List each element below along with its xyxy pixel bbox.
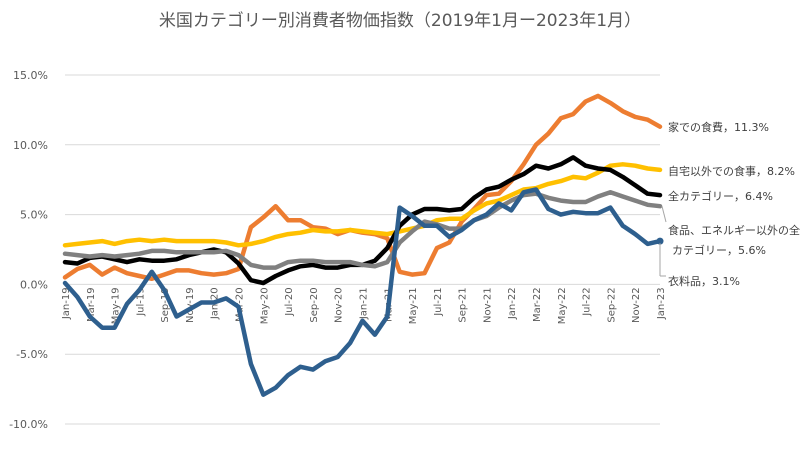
series-line <box>62 187 663 397</box>
series-end-label: 家での食費，11.3% <box>668 120 769 134</box>
y-tick-label: 5.0% <box>20 209 48 222</box>
leader-line <box>661 206 667 223</box>
x-tick-label: Jan-22 <box>507 287 518 320</box>
series-end-label: カテゴリー，5.6% <box>672 243 766 257</box>
x-tick-label: Nov-19 <box>185 287 196 323</box>
x-tick-label: Nov-20 <box>334 287 345 323</box>
x-tick-label: Sep-22 <box>606 287 617 322</box>
x-tick-label: Mar-19 <box>86 287 97 322</box>
series-end-marker <box>656 237 664 245</box>
y-tick-label: 0.0% <box>20 278 48 291</box>
y-tick-label: 15.0% <box>13 69 48 82</box>
x-tick-label: Nov-21 <box>482 287 493 323</box>
x-tick-label: Jan-23 <box>656 287 667 320</box>
x-tick-label: Jul-21 <box>433 287 444 316</box>
x-tick-label: Jul-20 <box>284 287 295 316</box>
x-tick-label: Jul-22 <box>582 287 593 316</box>
chart-title: 米国カテゴリー別消費者物価指数（2019年1月ー2023年1月） <box>158 11 642 31</box>
x-tick-label: Mar-22 <box>532 287 543 322</box>
x-tick-label: Mar-20 <box>235 287 246 322</box>
y-tick-label: 10.0% <box>13 139 48 152</box>
series-end-label: 衣料品，3.1% <box>668 274 740 288</box>
series-end-label: 食品、エネルギー以外の全 <box>668 223 800 237</box>
y-tick-label: -10.0% <box>9 418 48 431</box>
x-tick-label: May-21 <box>408 287 419 324</box>
series-line <box>62 190 663 270</box>
x-tick-label: May-22 <box>557 287 568 324</box>
x-tick-label: Sep-20 <box>309 287 320 322</box>
y-tick-label: -5.0% <box>16 348 48 361</box>
series-line <box>62 162 663 248</box>
x-tick-label: May-20 <box>259 287 270 324</box>
x-tick-label: Sep-21 <box>458 287 469 322</box>
series-end-label: 全カテゴリー，6.4% <box>668 189 773 203</box>
x-tick-label: Nov-22 <box>631 287 642 323</box>
series-end-label: 自宅以外での食事，8.2% <box>668 164 795 178</box>
x-tick-label: Sep-19 <box>160 287 171 322</box>
x-tick-label: May-19 <box>111 287 122 324</box>
x-tick-label: Jul-19 <box>135 287 146 316</box>
x-tick-label: Jan-19 <box>61 287 72 320</box>
x-tick-label: Jan-21 <box>359 287 370 320</box>
